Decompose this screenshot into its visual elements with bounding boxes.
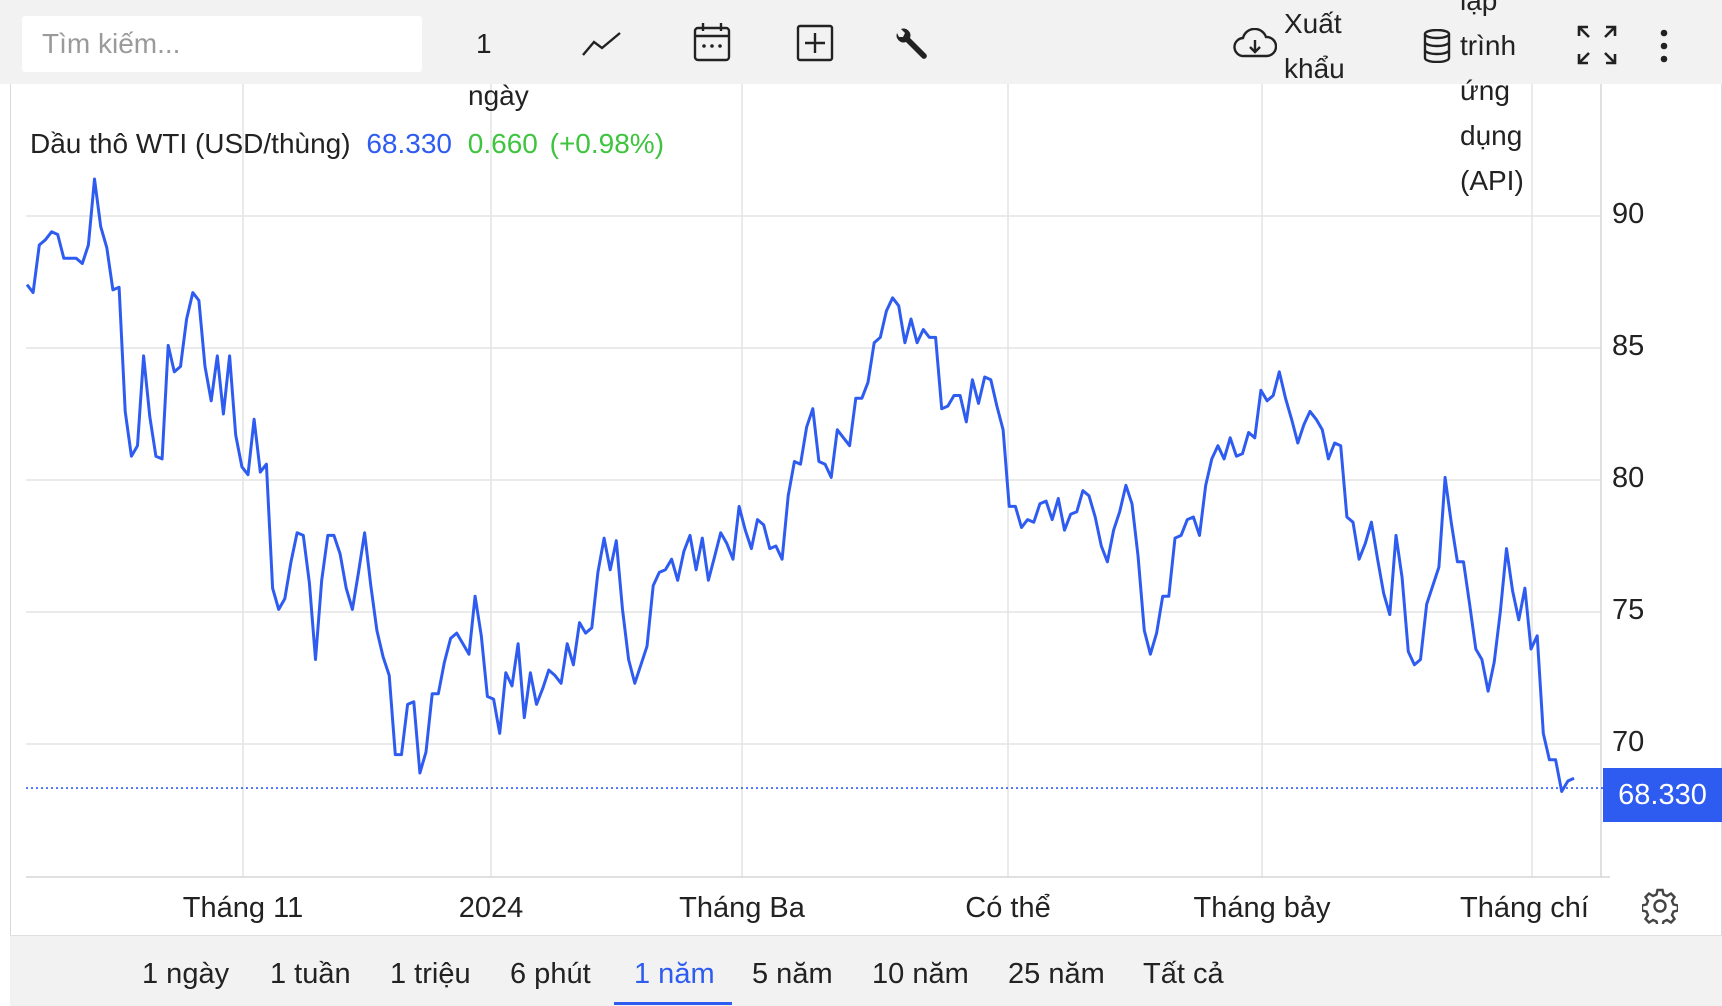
range-button[interactable]: 10 năm [872,958,969,990]
wrench-icon[interactable] [888,22,932,66]
calendar-icon[interactable] [690,20,734,64]
range-button[interactable]: 5 năm [752,958,833,990]
x-tick-label: Tháng 11 [182,892,304,924]
price-change: 0.660 [467,128,538,159]
price-change-percent: (+0.98%) [549,128,665,159]
gear-icon[interactable] [1640,888,1680,929]
interval-value: 1 [476,28,492,59]
export-button-label[interactable]: Xuất khẩu [1284,8,1345,84]
database-icon[interactable] [1420,26,1454,66]
y-tick-label: 85 [1612,330,1645,362]
range-button[interactable]: Tất cả [1143,958,1224,990]
chart-series [25,177,1603,793]
search-input[interactable] [22,16,462,72]
y-tick-label: 75 [1612,594,1645,626]
interval-unit: ngày [468,80,529,111]
plus-box-icon[interactable] [794,22,836,64]
x-tick-label: Tháng bảy [1193,892,1331,924]
range-bar [10,935,1722,1006]
line-chart-icon[interactable] [580,24,624,64]
y-tick-label: 90 [1612,198,1645,230]
toolbar: 1 [0,0,1722,84]
range-button[interactable]: 1 ngày [142,958,230,990]
x-tick-label: 2024 [458,892,524,924]
range-button[interactable]: 1 năm [634,958,715,990]
chart-legend: Dầu thô WTI (USD/thùng) 68.330 0.660 (+0… [30,128,664,160]
x-tick-label: Tháng chín [1460,892,1588,924]
x-tick-label: Có thể [965,892,1051,924]
last-price: 68.330 [366,128,452,159]
x-tick-label: Tháng Ba [679,892,805,924]
cloud-download-icon[interactable] [1232,26,1278,62]
y-tick-label: 80 [1612,462,1645,494]
more-vertical-icon[interactable] [1654,26,1674,66]
chart-grid [26,84,1610,878]
range-button[interactable]: 1 triệu [390,958,471,990]
range-button[interactable]: 6 phút [510,958,591,990]
price-chart[interactable] [0,0,1722,935]
api-button-label[interactable]: lập trình ứng dụng (API) [1460,0,1524,196]
search-box[interactable] [22,16,462,72]
interval-selector[interactable]: 1 [476,22,492,66]
range-button[interactable]: 1 tuần [270,958,351,990]
active-range-indicator [614,1002,732,1005]
last-price-tag: 68.330 [1603,768,1722,822]
series-line [25,177,1575,793]
fullscreen-icon[interactable] [1576,24,1618,66]
instrument-name: Dầu thô WTI (USD/thùng) [30,128,351,159]
y-tick-label: 70 [1612,726,1645,758]
range-button[interactable]: 25 năm [1008,958,1105,990]
